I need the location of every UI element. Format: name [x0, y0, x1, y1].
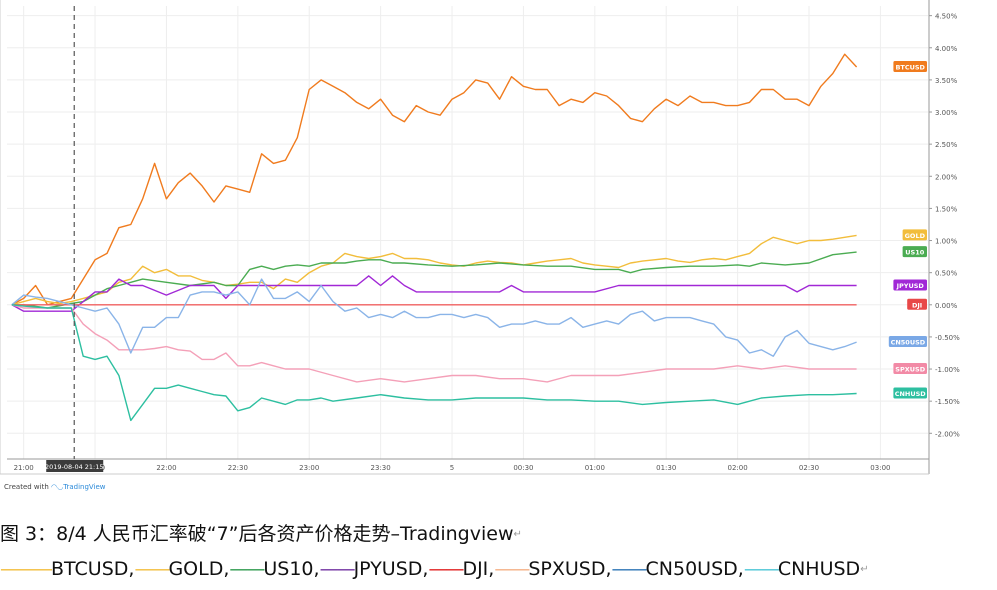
series-label-cn50usd: CN50USD	[891, 339, 926, 347]
x-tick-label-6: 5	[450, 464, 454, 472]
y-tick-label-6: 1.50%	[935, 205, 958, 213]
y-tick-label-10: -0.50%	[935, 334, 960, 342]
y-tick-label-5: 2.00%	[935, 173, 958, 181]
series-label-spxusd: SPXUSD	[895, 366, 925, 374]
series-line-gold	[11, 234, 857, 306]
credit-brand: TradingView	[63, 483, 106, 491]
x-tick-label-11: 02:30	[799, 464, 819, 472]
credit-prefix: Created with	[4, 483, 52, 491]
legend-swatch-6: ——	[611, 558, 648, 580]
x-tick-label-12: 03:00	[870, 464, 890, 472]
legend-label-3: JPYUSD,	[353, 558, 429, 580]
x-tick-label-5: 23:30	[371, 464, 391, 472]
legend-swatch-3: ——	[319, 558, 356, 580]
series-line-btcusd	[11, 53, 858, 306]
series-label-us10: US10	[905, 249, 924, 257]
series-label-bg-us10	[902, 246, 927, 258]
legend-swatch-7: ——	[743, 558, 780, 580]
series-line-cn50usd	[11, 278, 857, 357]
series-label-bg-spxusd	[893, 363, 927, 375]
y-tick-label-2: 3.50%	[935, 77, 958, 85]
x-tick-label-0: 21:00	[14, 464, 34, 472]
credit-line: Created with ◠◡TradingView	[4, 483, 106, 491]
series-label-dji: DJI	[912, 301, 922, 309]
legend-swatch-4: ——	[428, 558, 464, 580]
y-tick-label-8: 0.50%	[935, 270, 958, 278]
series-label-bg-jpyusd	[893, 279, 927, 291]
legend-label-7: CNHUSD	[777, 558, 861, 580]
y-tick-label-0: 4.50%	[935, 13, 958, 21]
legend-label-6: CN50USD,	[645, 558, 744, 580]
x-tick-label-3: 22:30	[228, 464, 248, 472]
x-tick-label-2: 22:00	[156, 464, 176, 472]
y-tick-label-3: 3.00%	[935, 109, 958, 117]
caption-text: 图 3：8/4 人民币汇率破“7”后各资产价格走势–Tradingview	[0, 523, 514, 545]
crosshair-label: 2019-08-04 21:15	[45, 463, 104, 471]
x-tick-label-4: 23:00	[299, 464, 319, 472]
crosshair-label-bg	[46, 460, 104, 472]
series-line-cnhusd	[11, 304, 857, 422]
legend-label-2: US10,	[263, 558, 320, 580]
y-tick-label-13: -2.00%	[935, 430, 960, 438]
y-tick-label-12: -1.50%	[935, 398, 960, 406]
x-tick-label-8: 01:00	[585, 464, 605, 472]
chart-area: 4.50% 4.00% 3.50% 3.00% 2.50% 2.00% 1.50% 1.00%…	[0, 0, 960, 475]
legend-swatch-0: ———	[0, 558, 53, 580]
series-label-bg-gold	[902, 229, 927, 241]
legend-swatch-5: ——	[494, 558, 530, 580]
series-label-cnhusd: CNHUSD	[895, 390, 927, 398]
series-label-bg-btcusd	[893, 61, 927, 73]
paragraph-mark-icon: ↵	[513, 529, 522, 540]
series-label-btcusd: BTCUSD	[895, 64, 925, 72]
legend-label-1: GOLD,	[168, 558, 230, 580]
legend: ———BTCUSD,——GOLD,——US10,——JPYUSD,——DJI,—…	[0, 558, 869, 580]
series-label-jpyusd: JPYUSD	[896, 282, 925, 290]
series-line-spxusd	[11, 304, 857, 383]
x-tick-label-10: 02:00	[728, 464, 748, 472]
line-chart: 4.50% 4.00% 3.50% 3.00% 2.50% 2.00% 1.50% 1.00%…	[0, 0, 960, 475]
paragraph-mark-icon: ↵	[860, 564, 869, 575]
legend-label-5: SPXUSD,	[528, 558, 612, 580]
y-tick-label-9: 0.00%	[935, 302, 958, 310]
y-tick-label-1: 4.00%	[935, 45, 958, 53]
tradingview-logo-icon: ◠◡	[51, 483, 64, 491]
figure-caption: 图 3：8/4 人民币汇率破“7”后各资产价格走势–Tradingview↵	[0, 519, 522, 546]
x-tick-label-9: 01:30	[656, 464, 676, 472]
y-tick-label-7: 1.00%	[935, 238, 958, 246]
series-line-jpyusd	[11, 275, 857, 312]
x-tick-label-7: 00:30	[513, 464, 533, 472]
legend-label-4: DJI,	[462, 558, 495, 580]
y-tick-label-11: -1.00%	[935, 366, 960, 374]
series-label-bg-cnhusd	[893, 387, 927, 399]
series-line-us10	[11, 251, 857, 309]
legend-label-0: BTCUSD,	[51, 558, 135, 580]
series-label-gold: GOLD	[905, 232, 926, 240]
legend-swatch-1: ——	[134, 558, 170, 580]
legend-swatch-2: ——	[229, 558, 265, 580]
series-label-bg-dji	[907, 298, 927, 310]
y-tick-label-4: 2.50%	[935, 141, 958, 149]
series-label-bg-cn50usd	[888, 336, 927, 348]
